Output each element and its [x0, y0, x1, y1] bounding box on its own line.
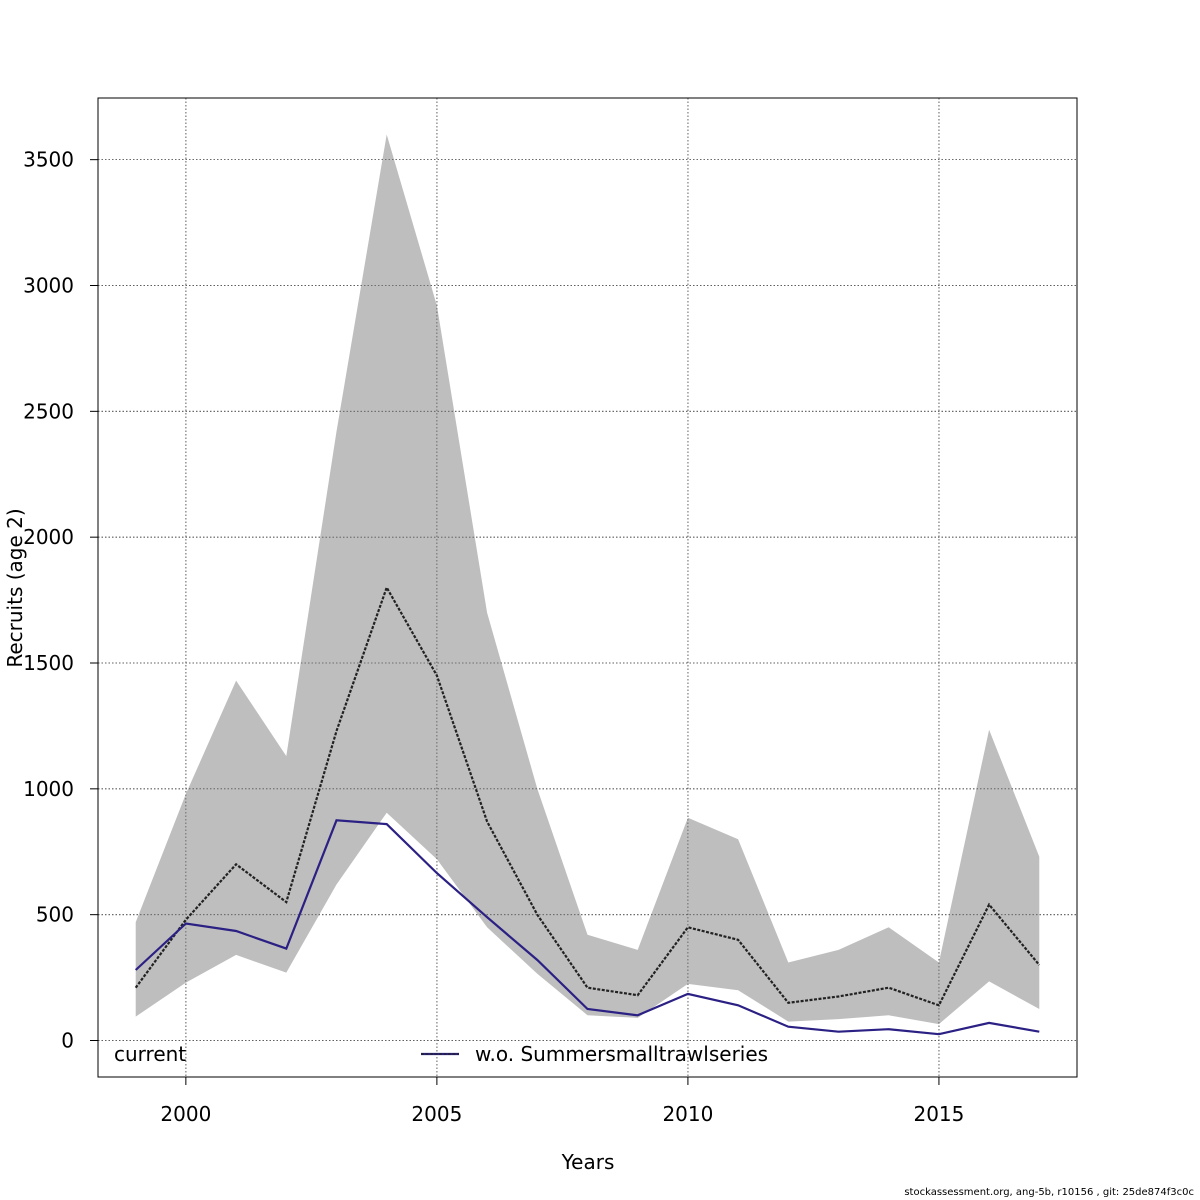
y-tick-label-3500: 3500: [23, 148, 74, 172]
y-axis: 0 500 1000 1500 2000 2500 3000 3500: [23, 148, 98, 1053]
x-axis: 2000 2005 2010 2015: [160, 1077, 964, 1126]
grid-overlay: [98, 98, 1077, 1077]
y-tick-label-1500: 1500: [23, 651, 74, 675]
y-tick-label-1000: 1000: [23, 777, 74, 801]
legend-entry-wo-summersmalltrawlseries: w.o. Summersmalltrawlseries: [475, 1042, 768, 1066]
y-tick-label-2500: 2500: [23, 399, 74, 423]
plot-frame: [97, 97, 1078, 1078]
x-tick-label-2010: 2010: [662, 1102, 713, 1126]
y-tick-label-3000: 3000: [23, 273, 74, 297]
y-tick-label-0: 0: [61, 1029, 74, 1053]
legend-entry-current: current: [114, 1042, 186, 1066]
y-axis-title: Recruits (age 2): [3, 508, 27, 667]
legend: current w.o. Summersmalltrawlseries: [114, 1042, 768, 1066]
x-tick-label-2000: 2000: [160, 1102, 211, 1126]
y-tick-label-2000: 2000: [23, 525, 74, 549]
series-line-wo-summersmalltrawlseries: [134, 819, 1040, 1036]
confidence-band: [135, 134, 1040, 1025]
x-tick-label-2005: 2005: [411, 1102, 462, 1126]
x-axis-title: Years: [561, 1150, 615, 1174]
x-tick-label-2015: 2015: [913, 1102, 964, 1126]
footer-credit: stockassessment.org, ang-5b, r10156 , gi…: [904, 1187, 1194, 1198]
y-tick-label-500: 500: [36, 903, 74, 927]
series-line-current: [134, 584, 1041, 1007]
